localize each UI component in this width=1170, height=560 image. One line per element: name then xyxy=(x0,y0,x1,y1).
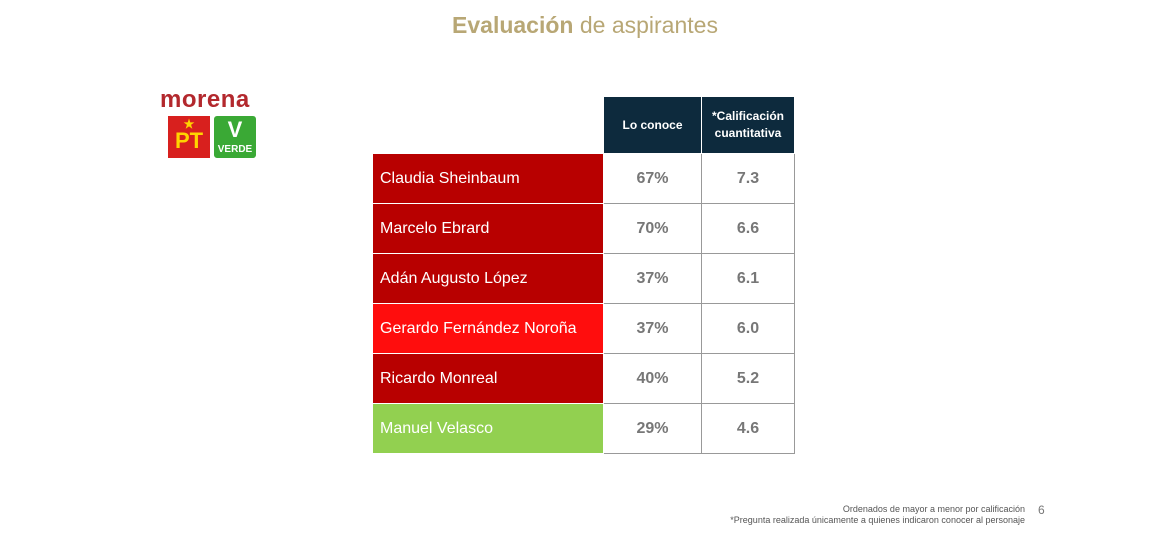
candidate-name: Gerardo Fernández Noroña xyxy=(372,303,604,354)
table-row: Claudia Sheinbaum 67% 7.3 xyxy=(372,153,795,204)
calificacion-value: 4.6 xyxy=(701,403,795,454)
table-row: Gerardo Fernández Noroña 37% 6.0 xyxy=(372,303,795,354)
lo-conoce-value: 37% xyxy=(603,303,702,354)
lo-conoce-value: 29% xyxy=(603,403,702,454)
title-bold: Evaluación xyxy=(452,12,574,38)
party-logos: morena ★ PT V VERDE xyxy=(160,86,265,158)
table-row: Ricardo Monreal 40% 5.2 xyxy=(372,353,795,404)
title-rest: de aspirantes xyxy=(579,12,718,38)
verde-logo: V VERDE xyxy=(214,116,256,158)
lo-conoce-value: 67% xyxy=(603,153,702,204)
candidate-name: Claudia Sheinbaum xyxy=(372,153,604,204)
calificacion-value: 5.2 xyxy=(701,353,795,404)
lo-conoce-value: 37% xyxy=(603,253,702,304)
header-lo-conoce: Lo conoce xyxy=(603,96,702,154)
footnotes: Ordenados de mayor a menor por calificac… xyxy=(730,504,1025,526)
page-number: 6 xyxy=(1038,503,1045,517)
table-row: Marcelo Ebrard 70% 6.6 xyxy=(372,203,795,254)
page-title: Evaluación de aspirantes xyxy=(0,12,1170,39)
toucan-v-icon: V xyxy=(227,117,243,142)
empty-header xyxy=(372,96,604,154)
candidate-name: Ricardo Monreal xyxy=(372,353,604,404)
lo-conoce-value: 70% xyxy=(603,203,702,254)
lo-conoce-value: 40% xyxy=(603,353,702,404)
table-row: Manuel Velasco 29% 4.6 xyxy=(372,403,795,454)
header-calificacion: *Calificación cuantitativa xyxy=(701,96,795,154)
footnote-order: Ordenados de mayor a menor por calificac… xyxy=(842,504,1025,514)
footnote-question: *Pregunta realizada únicamente a quienes… xyxy=(730,515,1025,525)
calificacion-value: 6.6 xyxy=(701,203,795,254)
calificacion-value: 6.0 xyxy=(701,303,795,354)
candidate-name: Manuel Velasco xyxy=(372,403,604,454)
candidates-table: Lo conoce *Calificación cuantitativa Cla… xyxy=(372,96,795,454)
calificacion-value: 6.1 xyxy=(701,253,795,304)
candidate-name: Adán Augusto López xyxy=(372,253,604,304)
calificacion-value: 7.3 xyxy=(701,153,795,204)
pt-logo: ★ PT xyxy=(168,116,210,158)
morena-logo: morena xyxy=(160,86,250,113)
table-row: Adán Augusto López 37% 6.1 xyxy=(372,253,795,304)
candidate-name: Marcelo Ebrard xyxy=(372,203,604,254)
star-icon: ★ xyxy=(183,117,195,131)
